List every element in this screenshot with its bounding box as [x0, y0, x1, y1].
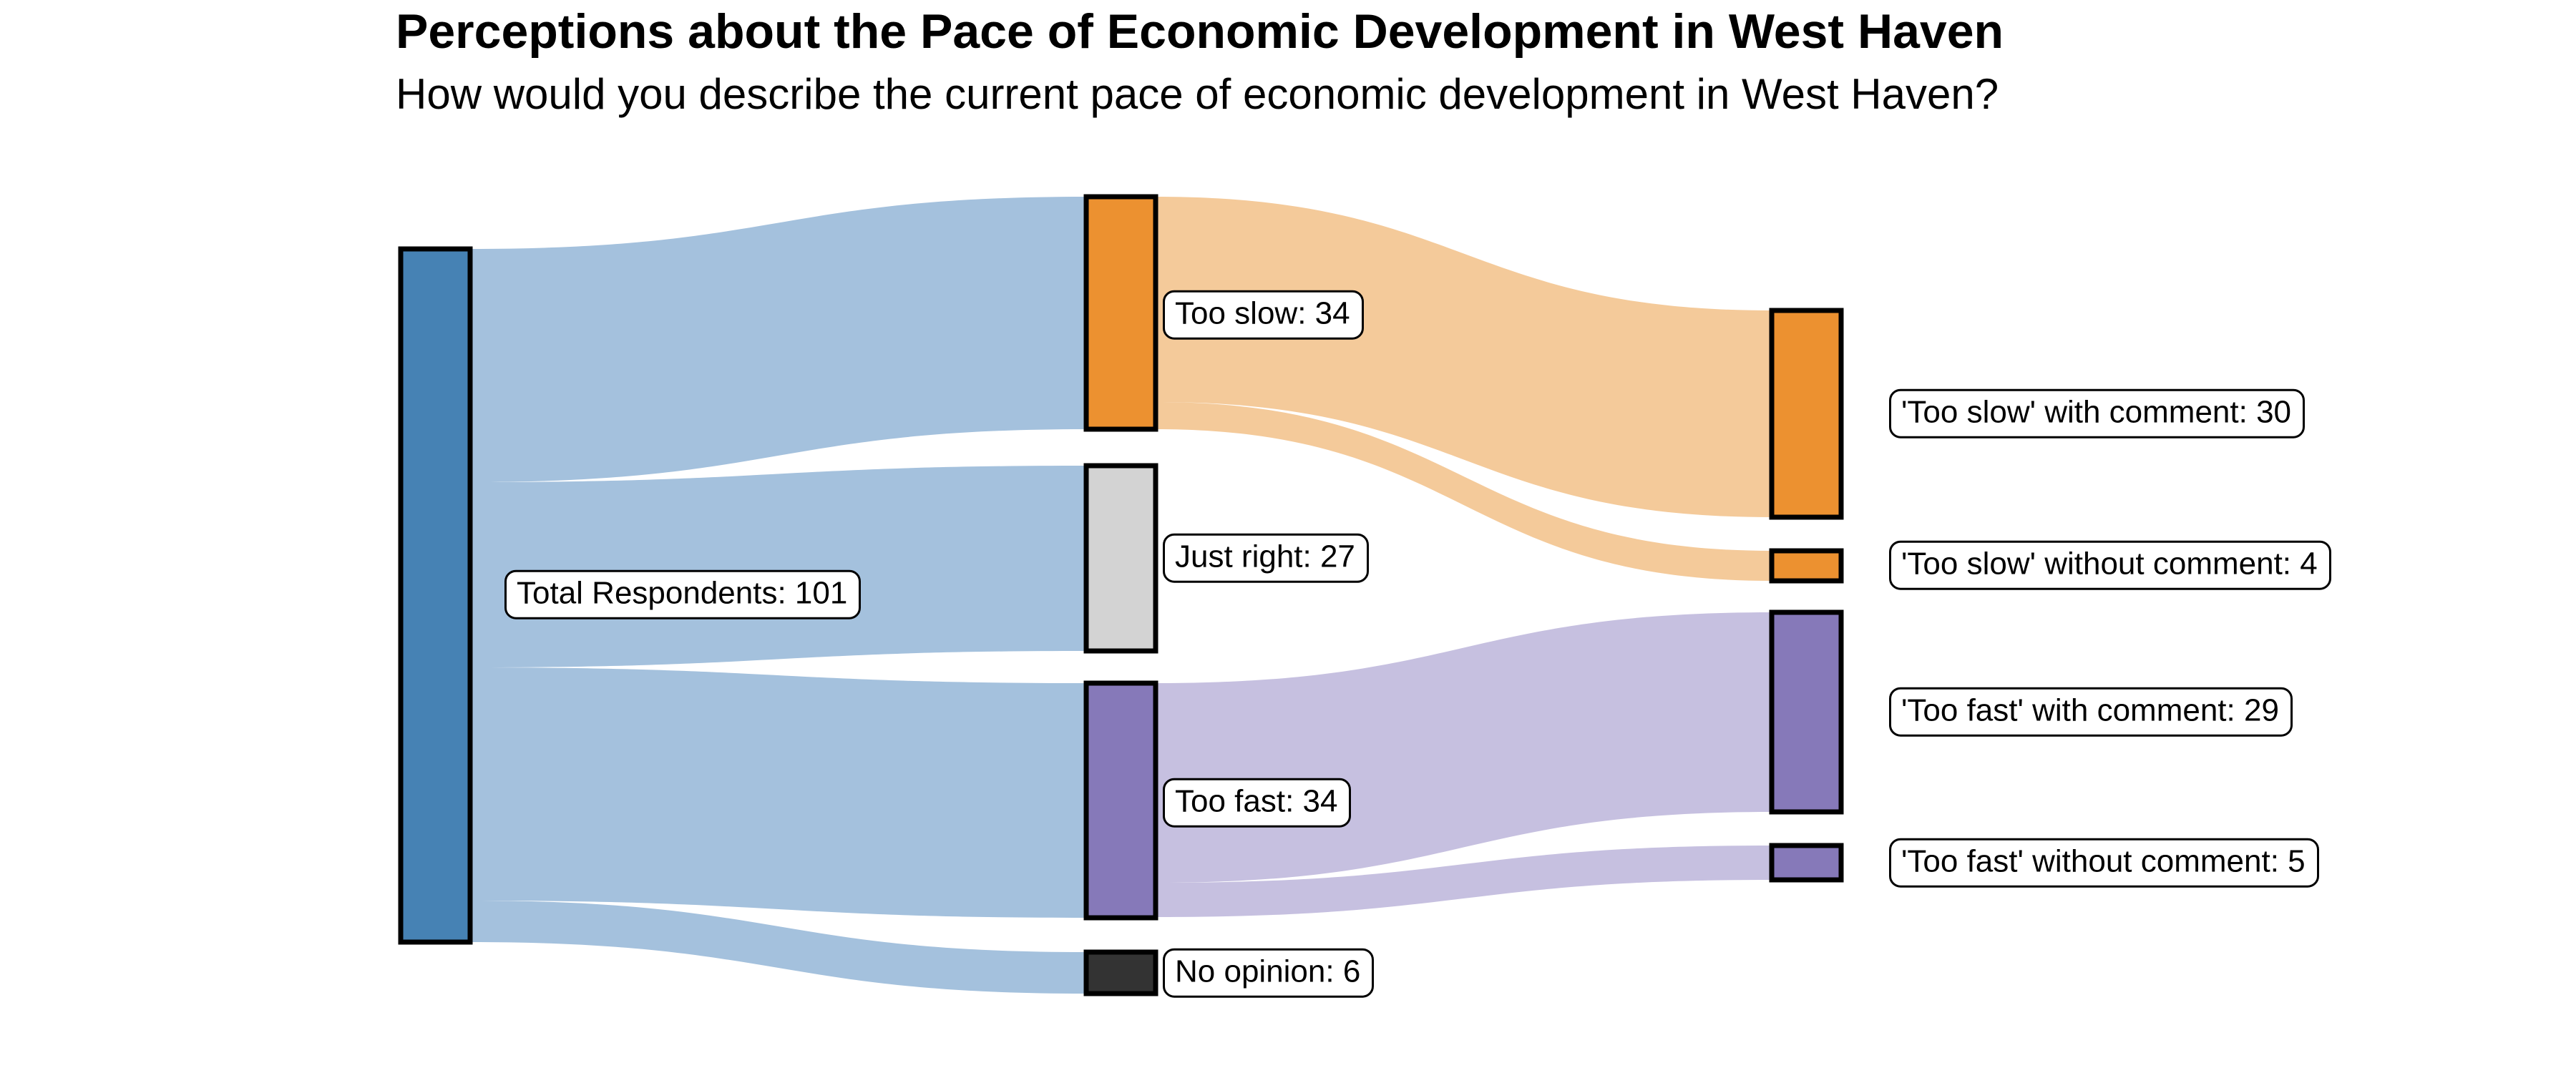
- label-too-slow-without-comment: 'Too slow' without comment: 4: [1889, 540, 2331, 590]
- node-ts_with: [1769, 308, 1844, 520]
- label-too-slow: Too slow: 34: [1163, 290, 1364, 340]
- flow-total-to-too_slow: [470, 197, 1086, 482]
- label-too-fast: Too fast: 34: [1163, 778, 1352, 828]
- chart-title: Perceptions about the Pace of Economic D…: [396, 4, 2004, 59]
- node-ts_without: [1769, 548, 1844, 584]
- label-no-opinion: No opinion: 6: [1163, 948, 1375, 998]
- chart-subtitle: How would you describe the current pace …: [396, 70, 1999, 118]
- label-just-right: Just right: 27: [1163, 533, 1369, 583]
- node-total: [398, 246, 473, 945]
- flow-total-to-no_opinion: [470, 901, 1086, 994]
- label-too-fast-with-comment: 'Too fast' with comment: 29: [1889, 687, 2293, 737]
- label-too-slow-with-comment: 'Too slow' with comment: 30: [1889, 388, 2306, 438]
- flow-too_fast-to-tf_without: [1156, 846, 1772, 917]
- node-just_right: [1083, 463, 1158, 654]
- node-no_opinion: [1083, 949, 1158, 996]
- node-tf_without: [1769, 843, 1844, 883]
- flow-total-to-just_right: [470, 466, 1086, 667]
- label-too-fast-without-comment: 'Too fast' without comment: 5: [1889, 838, 2319, 888]
- flow-too_fast-to-tf_with: [1156, 612, 1772, 883]
- flow-too_slow-to-ts_without: [1156, 402, 1772, 581]
- node-too_slow: [1083, 194, 1158, 432]
- node-tf_with: [1769, 609, 1844, 815]
- flow-too_slow-to-ts_with: [1156, 197, 1772, 517]
- flow-total-to-too_fast: [470, 667, 1086, 918]
- node-too_fast: [1083, 680, 1158, 921]
- label-total-respondents: Total Respondents: 101: [504, 569, 862, 619]
